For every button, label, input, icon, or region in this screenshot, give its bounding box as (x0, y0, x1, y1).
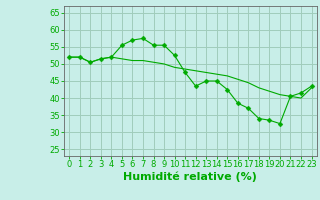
X-axis label: Humidité relative (%): Humidité relative (%) (124, 172, 257, 182)
